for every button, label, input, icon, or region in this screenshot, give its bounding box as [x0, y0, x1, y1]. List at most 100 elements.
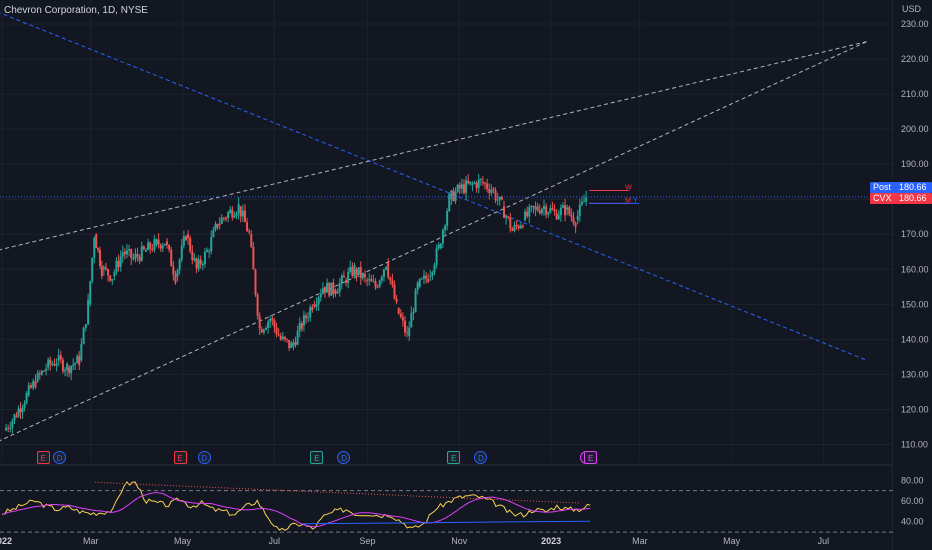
post-value-tag: 180.66	[896, 182, 932, 193]
candle-body	[248, 231, 251, 233]
candle-body	[427, 278, 430, 282]
candle-body	[387, 262, 390, 278]
candle-body	[243, 210, 246, 223]
candle-body	[38, 373, 41, 375]
price-tick-label: 150.00	[901, 299, 929, 309]
time-tick-label: Jul	[818, 536, 830, 546]
price-tick-label: 230.00	[901, 19, 929, 29]
candle-body	[218, 223, 221, 225]
candle-body	[372, 281, 375, 283]
earnings-marker[interactable]: E	[310, 451, 324, 464]
earnings-marker[interactable]: E	[173, 451, 187, 464]
candle-body	[399, 313, 402, 318]
dividend-marker[interactable]: D	[53, 451, 67, 464]
dividend-marker[interactable]: D	[474, 451, 488, 464]
level-label: Y	[633, 197, 638, 204]
candle-body	[477, 179, 480, 189]
price-tick-label: 190.00	[901, 159, 929, 169]
candle-body	[566, 207, 569, 210]
candle-body	[580, 201, 583, 205]
price-tick-label: 140.00	[901, 334, 929, 344]
candle-body	[416, 282, 419, 290]
candle-body	[279, 335, 282, 340]
candle-body	[256, 294, 259, 317]
candle-body	[40, 370, 43, 375]
price-tick-label: 120.00	[901, 404, 929, 414]
candle-body	[422, 275, 425, 279]
candle-body	[454, 191, 457, 202]
candle-body	[66, 364, 69, 370]
candle-body	[528, 207, 531, 217]
candle-body	[448, 193, 451, 212]
candle-body	[13, 414, 16, 421]
candle-body	[412, 312, 415, 314]
candle-body	[458, 184, 461, 189]
candle-body	[159, 244, 162, 249]
rsi-tick-label: 80.00	[901, 475, 924, 485]
earnings-marker[interactable]: E	[36, 451, 50, 464]
candle-body	[515, 224, 518, 226]
candle-body	[246, 222, 249, 232]
time-tick-label: 2022	[0, 536, 12, 546]
trendline[interactable]	[0, 41, 868, 252]
candle-body	[307, 317, 310, 319]
candle-body	[391, 280, 394, 285]
candle-body	[406, 332, 409, 334]
candle-body	[275, 327, 278, 335]
candle-body	[496, 199, 499, 201]
candle-body	[237, 203, 240, 214]
candle-body	[334, 290, 337, 294]
price-axis[interactable]: 230.00220.00210.00200.00190.00180.00170.…	[893, 0, 932, 550]
candle-body	[100, 266, 103, 277]
candle-body	[119, 256, 122, 267]
earnings-marker[interactable]: E	[584, 451, 598, 464]
candle-body	[36, 373, 39, 382]
candle-body	[267, 321, 270, 328]
candle-body	[509, 217, 512, 229]
candle-body	[55, 363, 58, 366]
candle-body	[107, 269, 110, 276]
candle-body	[180, 245, 183, 260]
candle-body	[376, 286, 379, 288]
trendline[interactable]	[0, 41, 868, 445]
candle-body	[456, 184, 459, 192]
candle-body	[258, 316, 261, 329]
candle-body	[153, 239, 156, 250]
candle-body	[363, 274, 366, 277]
candle-body	[494, 190, 497, 201]
candle-body	[328, 283, 331, 296]
time-axis[interactable]: 2022 Mar May Jul Sep Nov 2023 Mar May Jul	[0, 536, 829, 546]
candle-body	[203, 251, 206, 265]
candle-body	[87, 299, 90, 325]
candle-body	[336, 291, 339, 294]
candles	[5, 174, 588, 434]
candle-body	[479, 179, 482, 181]
candle-body	[214, 223, 217, 230]
candle-body	[404, 320, 407, 333]
candle-body	[433, 264, 436, 273]
candle-body	[191, 251, 194, 261]
candle-body	[340, 275, 343, 284]
candle-body	[97, 248, 100, 251]
trendline[interactable]	[0, 6, 868, 361]
candle-body	[298, 323, 301, 331]
dividend-marker[interactable]: D	[197, 451, 211, 464]
trendlines[interactable]	[0, 6, 868, 445]
candle-body	[471, 183, 474, 186]
candle-body	[224, 217, 227, 219]
candle-body	[326, 283, 329, 293]
candle-body	[484, 183, 487, 185]
candle-body	[184, 236, 187, 241]
candle-body	[549, 208, 552, 213]
candle-body	[132, 258, 135, 260]
candle-body	[521, 225, 524, 227]
dividend-marker[interactable]: D	[337, 451, 351, 464]
levels: WM Y	[589, 184, 640, 204]
earnings-marker[interactable]: E	[447, 451, 461, 464]
rsi-tick-label: 60.00	[901, 496, 924, 506]
candle-body	[302, 315, 305, 326]
candle-body	[231, 209, 234, 218]
candle-body	[34, 381, 37, 388]
candle-body	[111, 279, 114, 281]
